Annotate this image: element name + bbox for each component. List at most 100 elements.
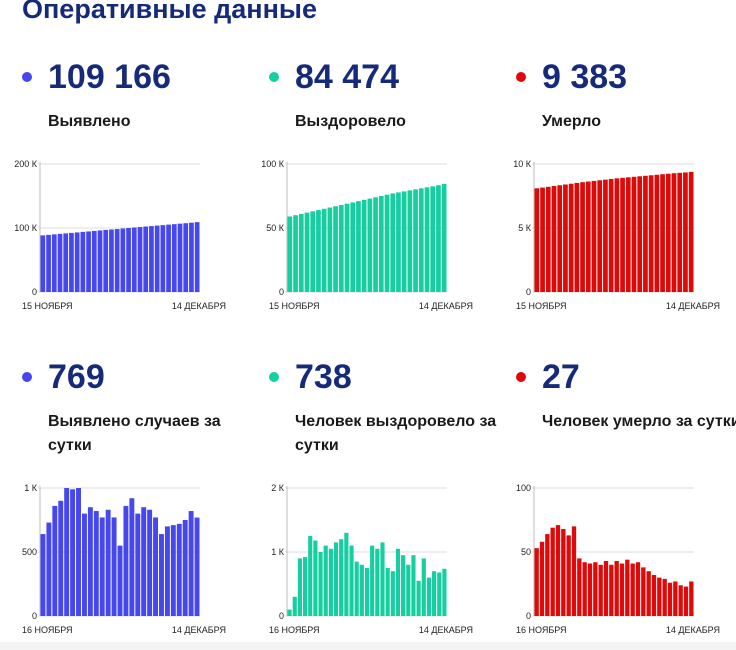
bar — [70, 489, 76, 616]
bar — [662, 578, 667, 616]
bar — [171, 224, 177, 292]
x-tick-label: 16 НОЯБРЯ — [269, 625, 320, 635]
stat-label: Человек выздоровело за сутки — [295, 413, 497, 454]
bar — [411, 555, 416, 616]
bar — [166, 224, 171, 292]
bar — [597, 180, 603, 292]
bar — [327, 207, 333, 292]
bar — [630, 563, 635, 616]
bar — [385, 568, 390, 616]
bar — [437, 572, 442, 616]
stat-value: 84 474 — [295, 58, 399, 96]
bar — [432, 571, 437, 616]
dot-icon — [269, 72, 279, 82]
bar — [63, 233, 69, 292]
bar — [293, 215, 298, 292]
bar — [86, 231, 91, 292]
x-tick-label: 14 ДЕКАБРЯ — [666, 301, 720, 311]
bar — [333, 542, 339, 616]
bar — [587, 563, 593, 616]
y-tick-label: 200 К — [14, 159, 38, 169]
dot-icon — [22, 372, 32, 382]
bar — [64, 488, 70, 616]
y-tick-label: 0 — [526, 611, 531, 621]
bar — [582, 562, 587, 616]
bar — [683, 172, 688, 292]
bar — [608, 178, 614, 292]
bar — [678, 585, 683, 616]
bar — [194, 517, 200, 616]
bar — [154, 225, 160, 292]
bar — [651, 575, 657, 616]
x-tick-label: 14 ДЕКАБРЯ — [419, 301, 473, 311]
bar — [321, 208, 327, 292]
bar — [635, 562, 641, 616]
y-tick-label: 10 К — [513, 159, 532, 169]
bar — [421, 558, 426, 616]
bar — [183, 223, 189, 292]
bar — [40, 235, 46, 292]
bar — [316, 210, 321, 292]
bar — [310, 211, 316, 292]
y-tick-label: 100 К — [14, 223, 38, 233]
x-tick-label: 14 ДЕКАБРЯ — [172, 301, 226, 311]
dot-icon — [516, 72, 526, 82]
bar — [390, 571, 395, 616]
x-tick-label: 15 НОЯБРЯ — [269, 301, 320, 311]
bar — [577, 558, 582, 616]
y-tick-label: 50 — [521, 547, 531, 557]
bar — [313, 540, 318, 616]
page-title: Оперативные данные — [22, 0, 317, 24]
stat-label: Человек умерло за сутки — [542, 413, 736, 430]
bar — [57, 233, 63, 292]
bar — [105, 509, 111, 616]
bar — [643, 175, 648, 292]
bar — [625, 559, 630, 616]
bar — [123, 505, 129, 616]
bar — [401, 555, 406, 616]
y-tick-label: 1 К — [24, 483, 38, 493]
bar — [323, 545, 328, 616]
bar — [103, 229, 109, 292]
bar — [688, 171, 694, 292]
bar — [609, 564, 614, 616]
x-tick-label: 15 НОЯБРЯ — [516, 301, 567, 311]
dot-icon — [22, 72, 32, 82]
bar — [338, 204, 344, 292]
bar — [109, 229, 114, 292]
bar — [153, 517, 159, 616]
bar — [539, 541, 545, 616]
stat-value: 109 166 — [48, 58, 171, 96]
bar — [131, 227, 137, 292]
bar — [287, 216, 293, 292]
x-tick-label: 14 ДЕКАБРЯ — [666, 625, 720, 635]
bar — [418, 188, 424, 292]
stat-label: Выявлено случаев за сутки — [48, 413, 221, 454]
bottom-strip — [0, 642, 736, 650]
bar — [339, 539, 344, 616]
bar — [619, 563, 625, 616]
bar — [76, 488, 81, 616]
bar — [551, 186, 557, 292]
y-tick-label: 1 К — [271, 547, 285, 557]
bar — [188, 511, 194, 616]
bar — [441, 183, 447, 292]
bar — [80, 231, 86, 292]
bar — [401, 191, 407, 292]
bar — [416, 580, 421, 616]
stat-label: Выявлено — [48, 113, 131, 130]
bar — [74, 232, 80, 292]
bar — [141, 507, 147, 616]
bar — [637, 176, 643, 292]
bar — [654, 174, 660, 292]
dot-icon — [516, 372, 526, 382]
bar — [356, 201, 361, 292]
x-tick-label: 16 НОЯБРЯ — [22, 625, 73, 635]
bar — [395, 548, 401, 616]
y-tick-label: 500 — [22, 547, 37, 557]
bar — [673, 581, 678, 616]
bar — [91, 230, 97, 292]
bar — [430, 186, 436, 292]
stat-label: Умерло — [542, 113, 601, 130]
bar — [69, 232, 74, 292]
